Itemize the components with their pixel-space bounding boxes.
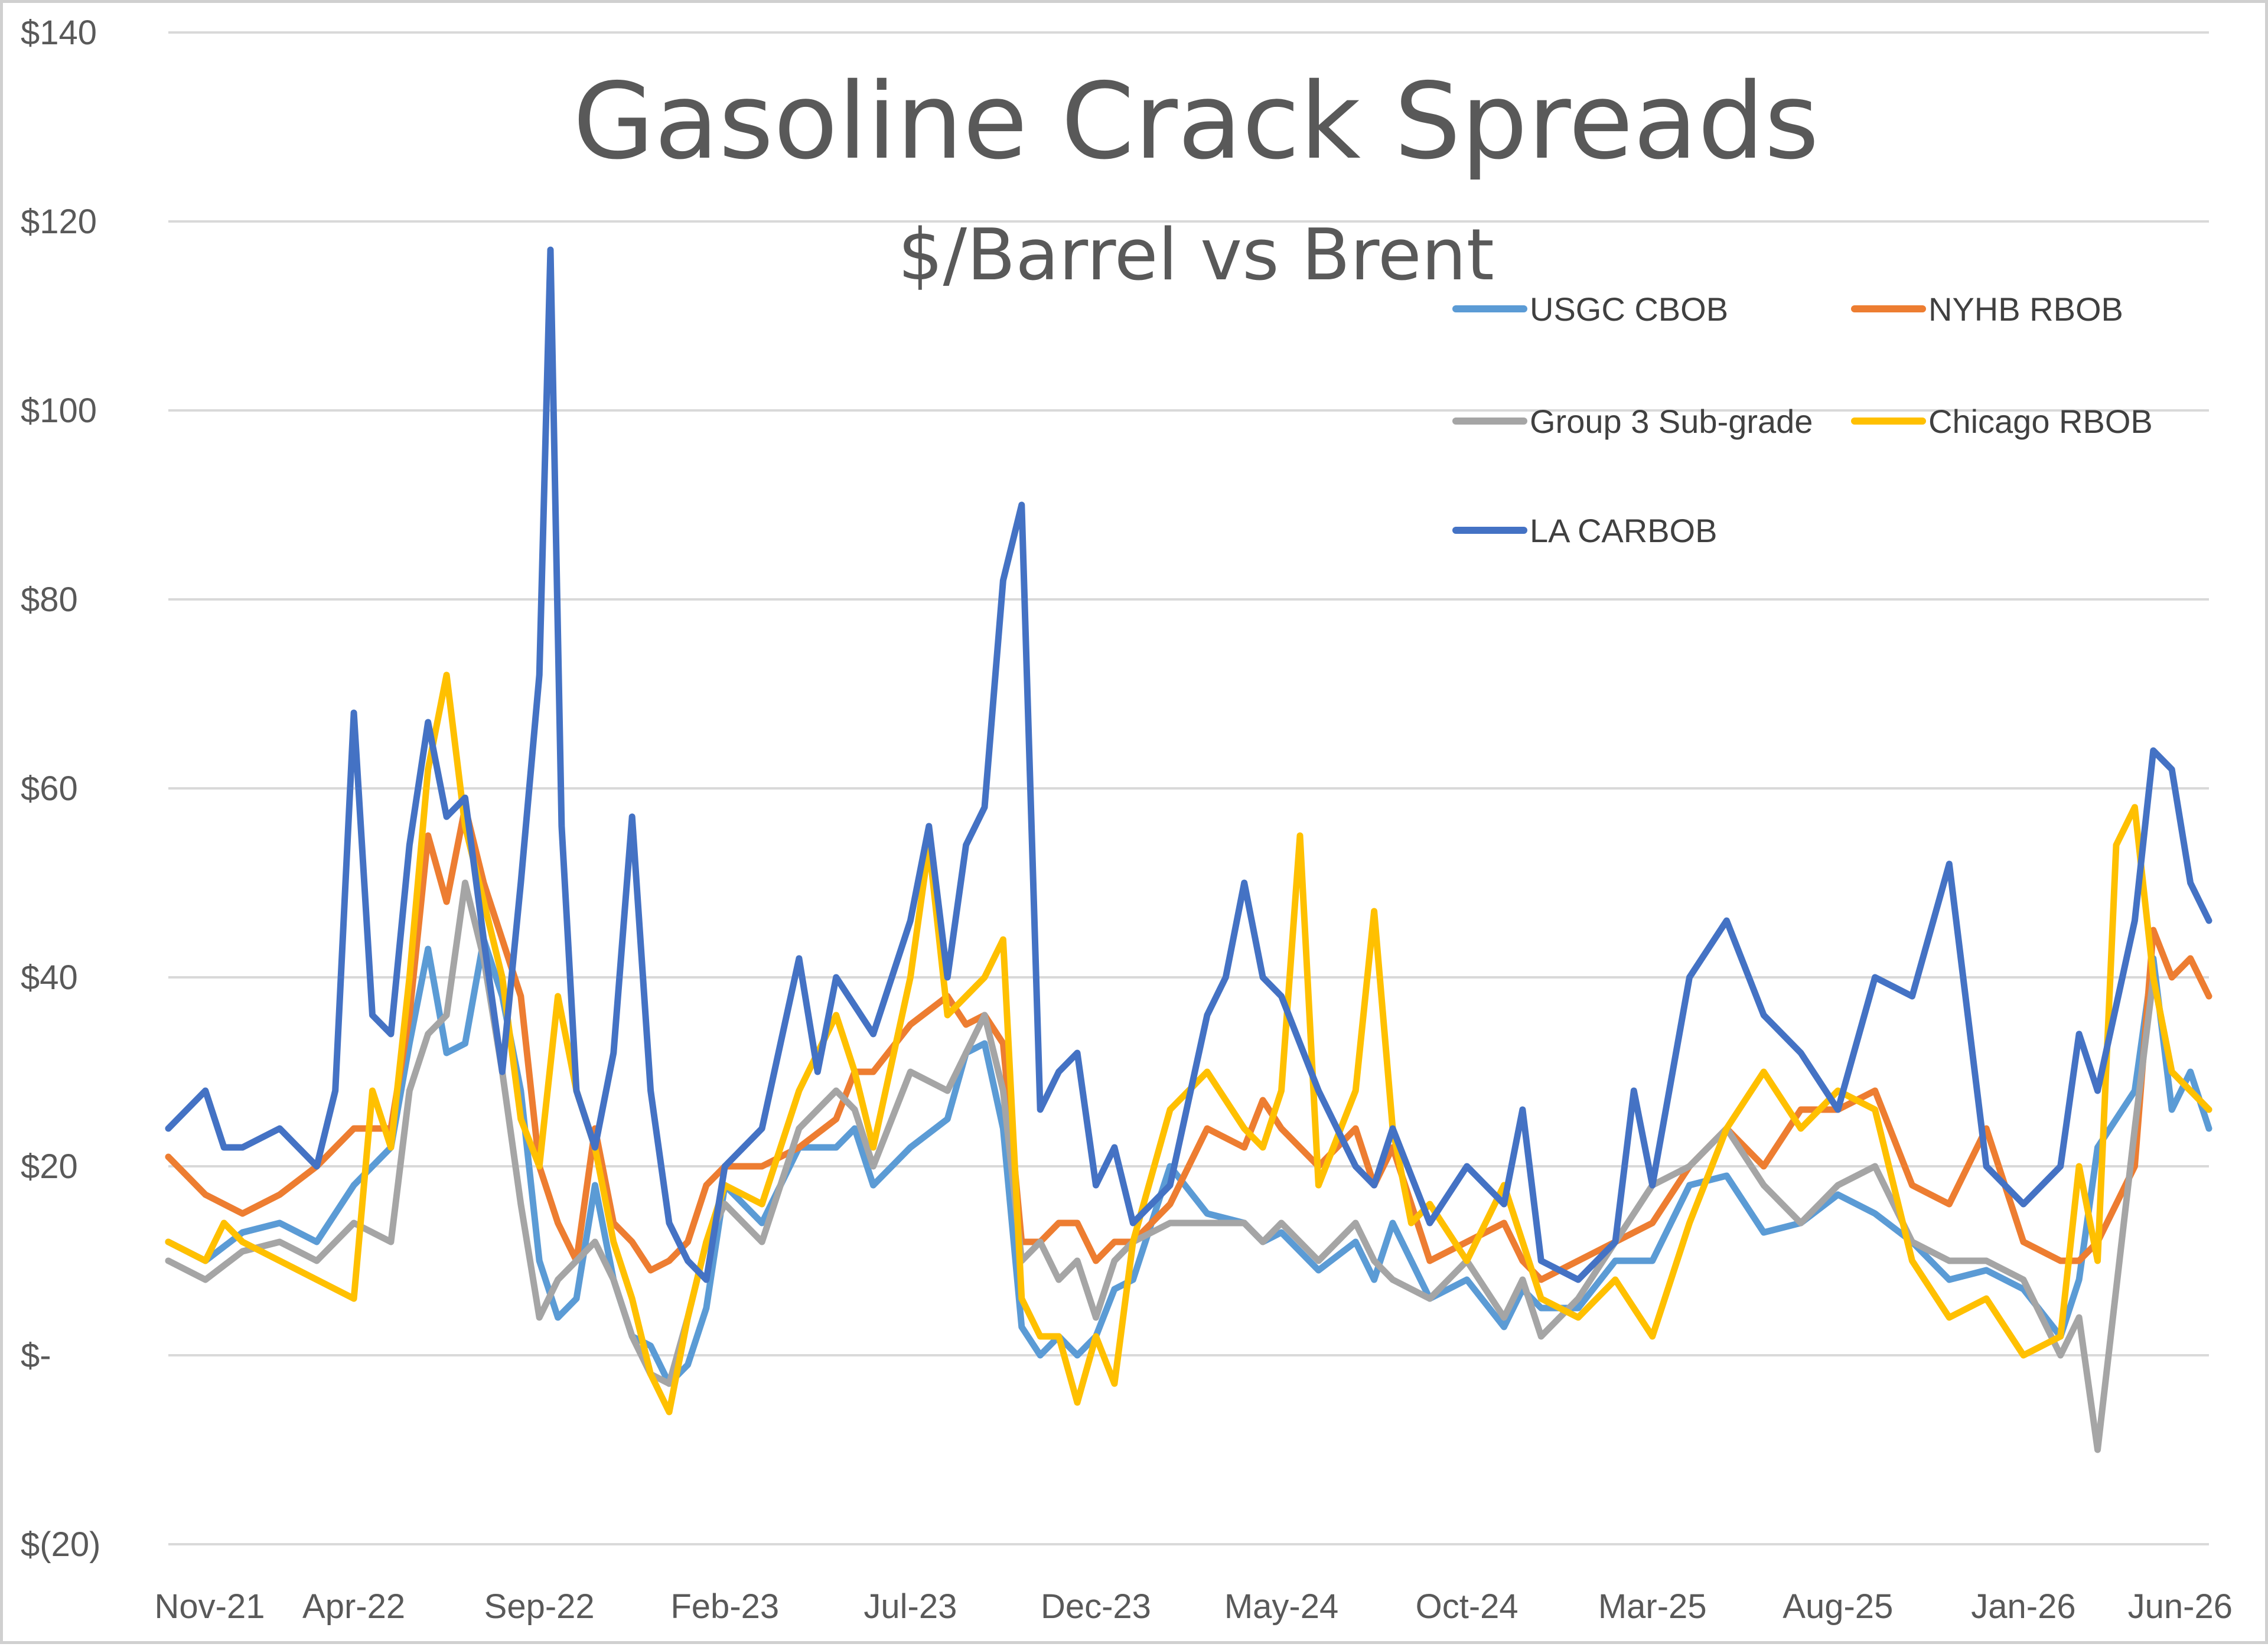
legend-item-usgc-cbob: USGC CBOB bbox=[1452, 291, 1728, 328]
x-tick-label: Jul-23 bbox=[863, 1587, 957, 1626]
x-tick-label: Feb-23 bbox=[670, 1587, 779, 1626]
x-tick-label: Mar-25 bbox=[1598, 1587, 1707, 1626]
series-line-chicago-rbob bbox=[165, 671, 2212, 1416]
y-axis-ticks: $140 $120 $100 $80 $60 $40 $20 $- $(20) bbox=[21, 14, 100, 1564]
chart-svg: $140 $120 $100 $80 $60 $40 $20 $- $(20) Nov-21 Ap… bbox=[21, 14, 2233, 1626]
series-line-group-3-sub-grade bbox=[165, 879, 2212, 1453]
x-tick-label: Jun-26 bbox=[2128, 1587, 2233, 1626]
y-tick-label: $80 bbox=[21, 580, 78, 619]
legend: USGC CBOB NYHB RBOB Group 3 Sub-grade Chica… bbox=[1452, 291, 2153, 549]
y-tick-label: $40 bbox=[21, 958, 78, 997]
y-tick-label: $120 bbox=[21, 203, 97, 241]
y-tick-label: $100 bbox=[21, 392, 97, 430]
series-layer bbox=[165, 246, 2212, 1453]
x-tick-label: Dec-23 bbox=[1041, 1587, 1151, 1626]
legend-label: NYHB RBOB bbox=[1928, 291, 2123, 328]
x-axis-ticks: Nov-21 Apr-22 Sep-22 Feb-23 Jul-23 Dec-23 May-… bbox=[155, 1587, 2233, 1626]
legend-label: Chicago RBOB bbox=[1928, 403, 2153, 440]
x-tick-label: Apr-22 bbox=[302, 1587, 405, 1626]
x-tick-label: Sep-22 bbox=[484, 1587, 595, 1626]
x-tick-label: Oct-24 bbox=[1416, 1587, 1518, 1626]
series-line-la-carbob bbox=[165, 246, 2212, 1283]
y-tick-label: $140 bbox=[21, 14, 97, 52]
y-tick-label: $(20) bbox=[21, 1525, 100, 1564]
legend-item-chicago-rbob: Chicago RBOB bbox=[1851, 403, 2153, 440]
legend-label: Group 3 Sub-grade bbox=[1530, 403, 1813, 440]
x-tick-label: Nov-21 bbox=[155, 1587, 265, 1626]
y-tick-label: $- bbox=[21, 1336, 51, 1375]
y-tick-label: $20 bbox=[21, 1147, 78, 1186]
legend-label: USGC CBOB bbox=[1530, 291, 1728, 328]
x-tick-label: May-24 bbox=[1224, 1587, 1338, 1626]
x-tick-label: Jan-26 bbox=[1971, 1587, 2075, 1626]
legend-item-la-carbob: LA CARBOB bbox=[1452, 512, 1717, 549]
legend-item-group-3-sub-grade: Group 3 Sub-grade bbox=[1452, 403, 1813, 440]
y-tick-label: $60 bbox=[21, 769, 78, 808]
chart-subtitle: $/Barrel vs Brent bbox=[898, 214, 1494, 296]
x-tick-label: Aug-25 bbox=[1783, 1587, 1893, 1626]
chart-title: Gasoline Crack Spreads bbox=[573, 60, 1819, 182]
legend-label: LA CARBOB bbox=[1530, 512, 1717, 549]
legend-item-nyhb-rbob: NYHB RBOB bbox=[1851, 291, 2123, 328]
